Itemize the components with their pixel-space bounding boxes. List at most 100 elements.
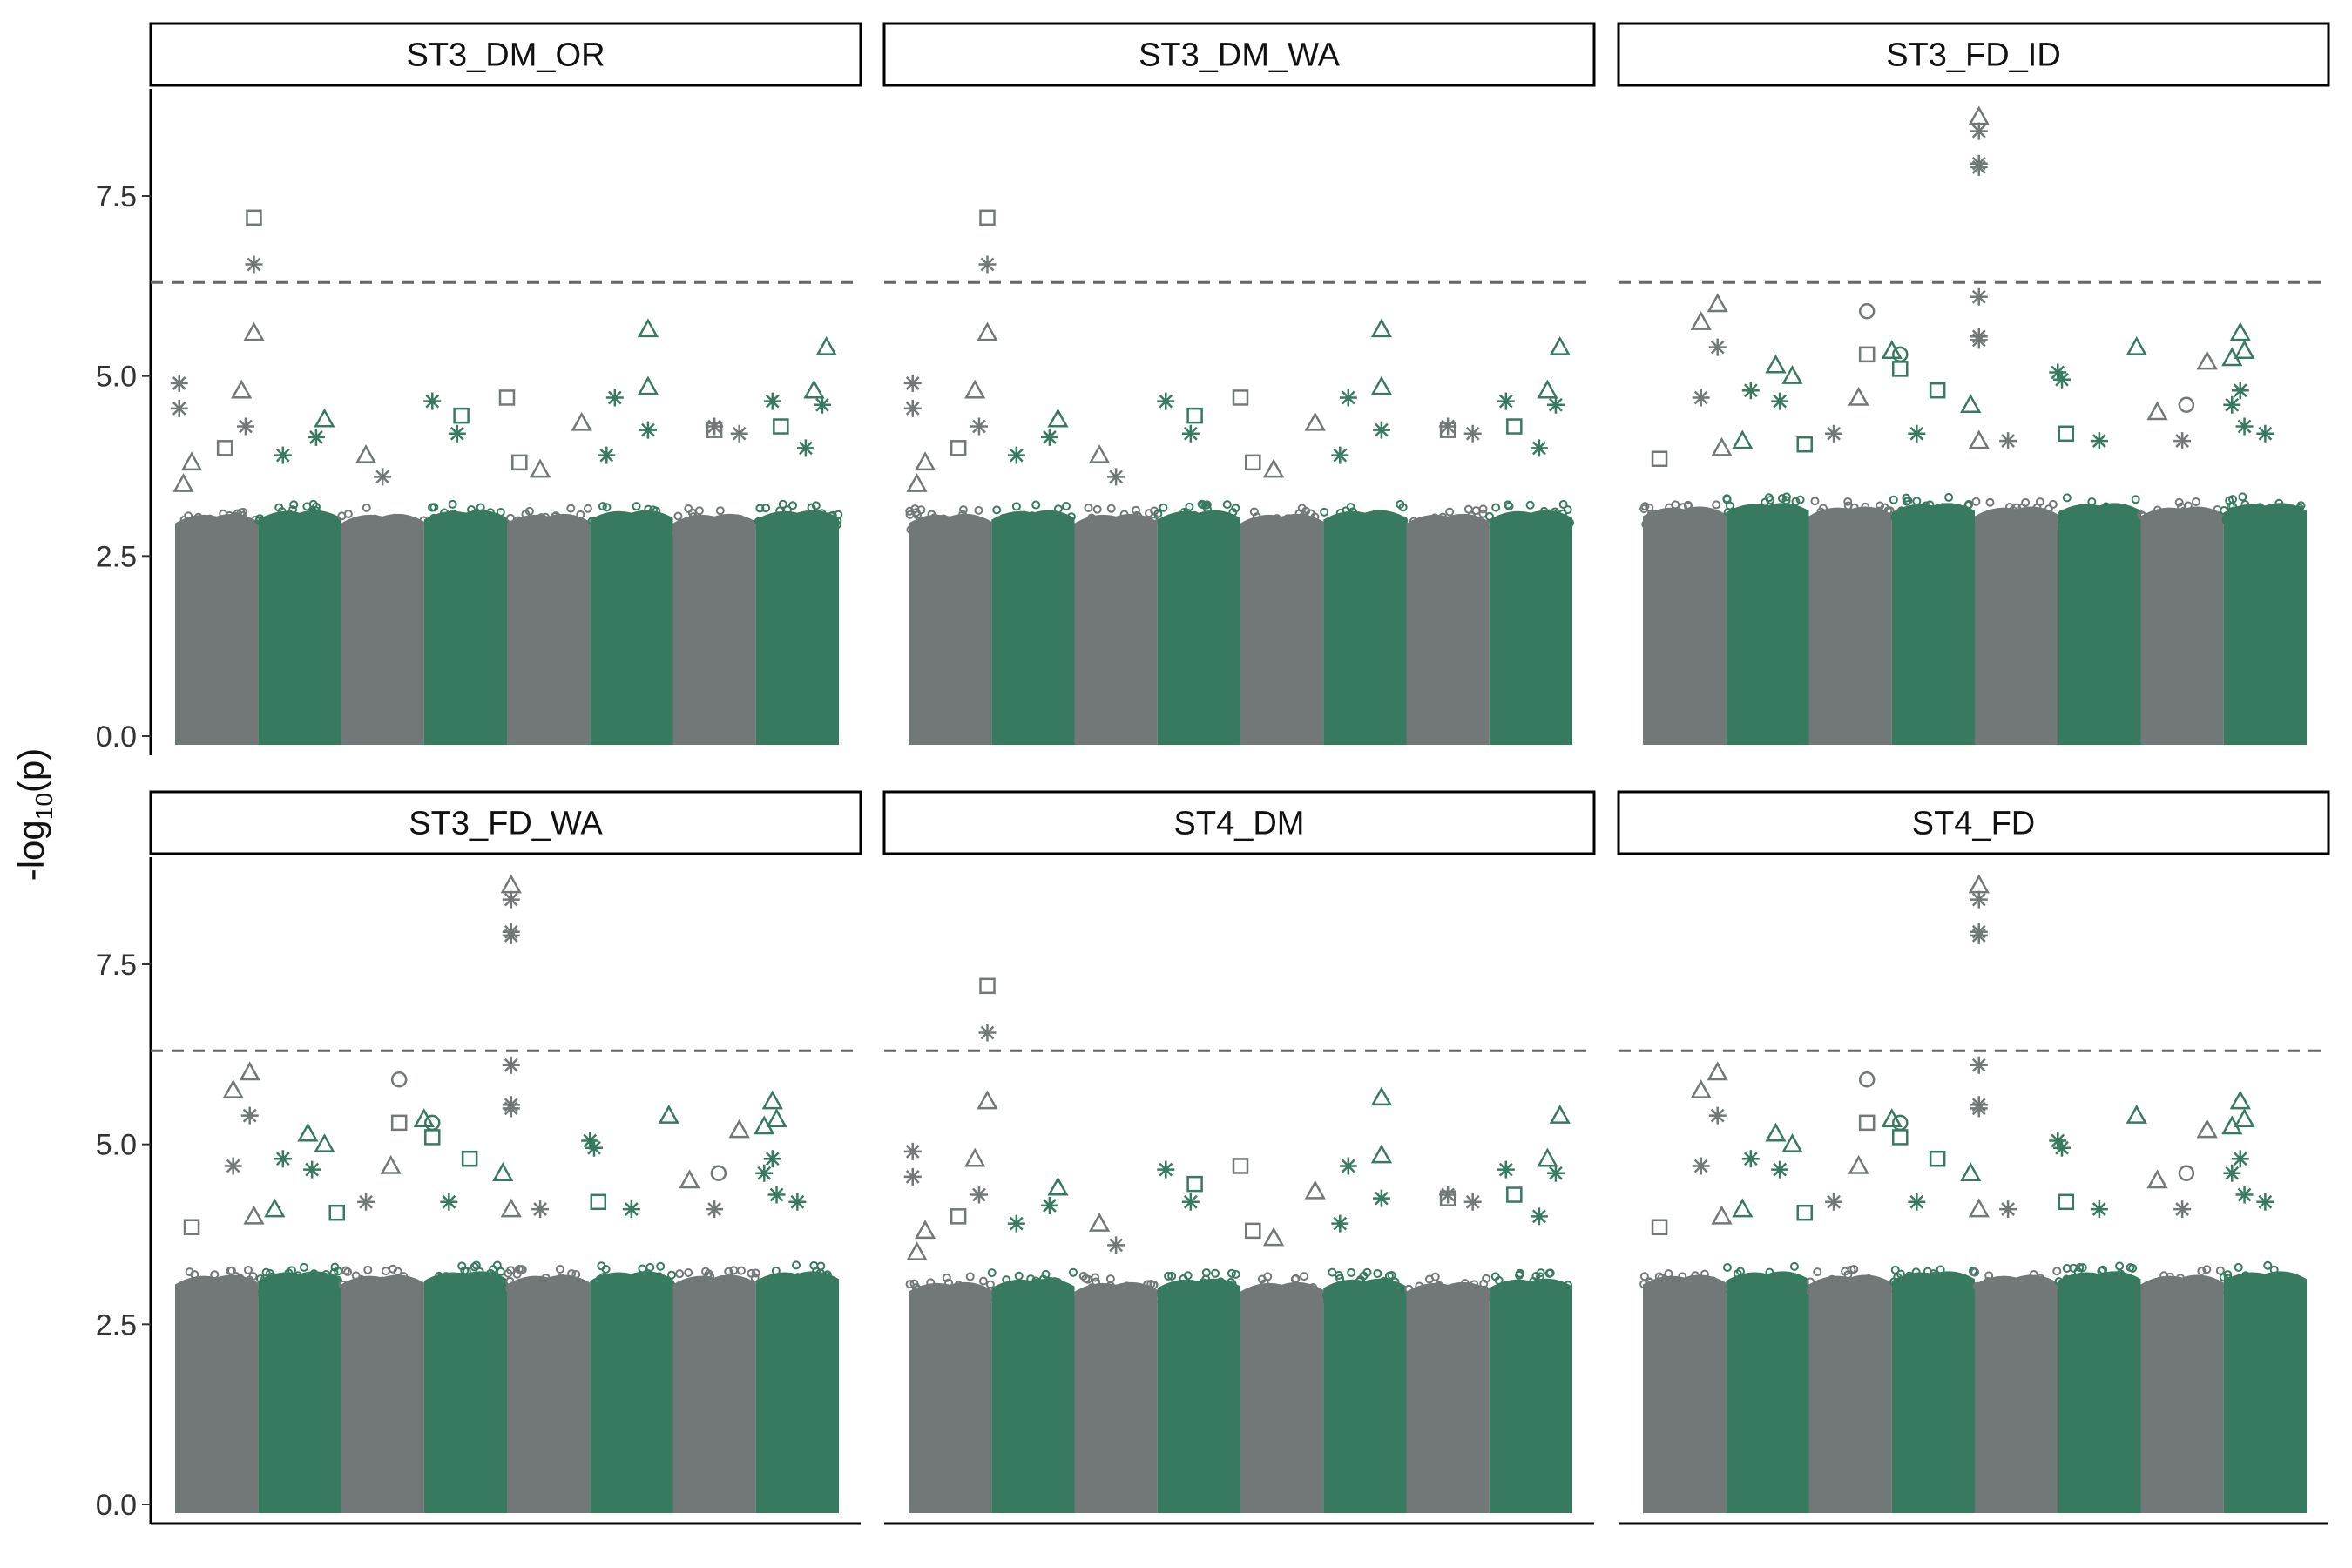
fringe-point bbox=[2064, 1276, 2073, 1286]
fringe-point bbox=[1254, 525, 1263, 535]
fringe-point bbox=[1119, 522, 1129, 531]
fringe-point bbox=[771, 1266, 781, 1275]
fringe-point bbox=[489, 1271, 498, 1281]
fringe-point bbox=[1153, 509, 1163, 518]
fringe-point bbox=[2097, 1267, 2106, 1276]
square-point bbox=[590, 1193, 607, 1211]
fringe-point bbox=[965, 1272, 975, 1281]
fringe-point bbox=[1250, 1287, 1260, 1296]
fringe-point bbox=[361, 1288, 370, 1298]
fringe-point bbox=[1010, 1284, 1019, 1294]
fringe-point bbox=[1924, 511, 1934, 521]
fringe-point bbox=[1691, 1271, 1700, 1281]
chromosome-block bbox=[423, 1271, 507, 1513]
fringe-point bbox=[2274, 498, 2284, 508]
triangle-point bbox=[1732, 429, 1754, 449]
fringe-point bbox=[1187, 522, 1197, 531]
fringe-point bbox=[2008, 505, 2017, 515]
fringe-point bbox=[2058, 509, 2068, 518]
asterisk-point bbox=[307, 428, 325, 446]
fringe-point bbox=[1452, 514, 1462, 524]
square-point bbox=[453, 407, 470, 424]
fringe-point bbox=[1191, 1290, 1200, 1300]
fringe-point bbox=[471, 1260, 481, 1270]
fringe-point bbox=[1944, 492, 1954, 502]
triangle-point bbox=[1088, 1213, 1111, 1232]
triangle-point bbox=[728, 1119, 750, 1139]
triangle-point bbox=[264, 1198, 286, 1218]
triangle-point bbox=[500, 1198, 522, 1218]
triangle-point bbox=[1848, 386, 1869, 406]
fringe-point bbox=[2058, 513, 2068, 523]
fringe-point bbox=[201, 516, 211, 525]
fringe-point bbox=[712, 516, 721, 525]
fringe-point bbox=[1942, 516, 1951, 525]
fringe-point bbox=[2137, 510, 2146, 520]
chromosome-block bbox=[755, 510, 839, 745]
fringe-point bbox=[1456, 1295, 1465, 1305]
asterisk-point bbox=[1331, 446, 1349, 464]
fringe-point bbox=[435, 1274, 444, 1284]
asterisk-point bbox=[2053, 370, 2072, 389]
fringe-point bbox=[1671, 514, 1680, 524]
fringe-point bbox=[256, 1274, 266, 1284]
fringe-point bbox=[1665, 503, 1674, 512]
square-point bbox=[511, 454, 528, 471]
fringe-point bbox=[599, 523, 609, 532]
square-point bbox=[979, 209, 996, 226]
fringe-point bbox=[1536, 1272, 1545, 1281]
square-point bbox=[1858, 1114, 1876, 1132]
fringe-point bbox=[1988, 1288, 1997, 1297]
fringe-point bbox=[811, 501, 821, 510]
fringe-point bbox=[2044, 512, 2054, 522]
asterisk-point bbox=[796, 439, 814, 457]
fringe-point bbox=[576, 510, 585, 519]
fringe-point bbox=[1529, 1276, 1538, 1286]
fringe-point bbox=[913, 1285, 923, 1294]
fringe-point bbox=[1052, 1288, 1062, 1298]
fringe-point bbox=[643, 1269, 652, 1279]
fringe-point bbox=[2163, 510, 2173, 519]
fringe-point bbox=[487, 1285, 497, 1294]
fringe-point bbox=[289, 500, 299, 510]
fringe-point bbox=[245, 1275, 254, 1285]
fringe-point bbox=[1272, 514, 1281, 524]
chromosome-block bbox=[1406, 1281, 1490, 1513]
triangle-point bbox=[2196, 1119, 2218, 1139]
chromosome-block bbox=[1240, 513, 1324, 745]
fringe-point bbox=[2183, 501, 2193, 510]
fringe-point bbox=[1164, 1271, 1173, 1281]
fringe-point bbox=[1410, 519, 1420, 529]
fringe-point bbox=[2084, 1276, 2093, 1286]
asterisk-point bbox=[1463, 1193, 1482, 1211]
asterisk-point bbox=[788, 1193, 807, 1211]
fringe-point bbox=[223, 529, 233, 538]
fringe-point bbox=[1663, 1284, 1673, 1294]
fringe-point bbox=[374, 524, 383, 533]
fringe-point bbox=[309, 1269, 319, 1279]
triangle-point bbox=[1262, 458, 1285, 478]
chromosome-block bbox=[1323, 1278, 1407, 1513]
fringe-point bbox=[1645, 503, 1654, 512]
fringe-point bbox=[362, 503, 371, 512]
fringe-point bbox=[654, 521, 664, 531]
asterisk-point bbox=[2049, 363, 2067, 382]
fringe-point bbox=[992, 505, 1002, 515]
fringe-point bbox=[1333, 517, 1342, 526]
fringe-point bbox=[187, 524, 197, 533]
triangle-point bbox=[1732, 1198, 1754, 1218]
asterisk-point bbox=[813, 395, 831, 414]
fringe-point bbox=[514, 1264, 524, 1274]
fringe-point bbox=[1285, 514, 1294, 524]
fringe-point bbox=[1744, 1273, 1754, 1282]
fringe-point bbox=[2062, 1274, 2072, 1284]
fringe-point bbox=[1201, 523, 1211, 532]
fringe-point bbox=[807, 512, 816, 522]
fringe-point bbox=[513, 516, 523, 525]
fringe-point bbox=[506, 513, 516, 523]
fringe-point bbox=[1916, 1274, 1925, 1284]
fringe-point bbox=[2029, 520, 2038, 530]
fringe-point bbox=[1241, 1289, 1251, 1299]
triangle-point bbox=[1690, 311, 1712, 330]
fringe-point bbox=[1132, 505, 1141, 515]
